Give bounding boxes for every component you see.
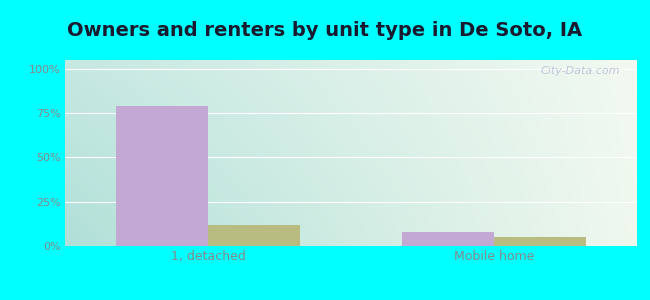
Text: Owners and renters by unit type in De Soto, IA: Owners and renters by unit type in De So… <box>68 21 582 40</box>
Bar <box>402 232 494 246</box>
Bar <box>208 225 300 246</box>
Bar <box>116 106 208 246</box>
Text: City-Data.com: City-Data.com <box>540 66 620 76</box>
Bar <box>494 237 586 246</box>
